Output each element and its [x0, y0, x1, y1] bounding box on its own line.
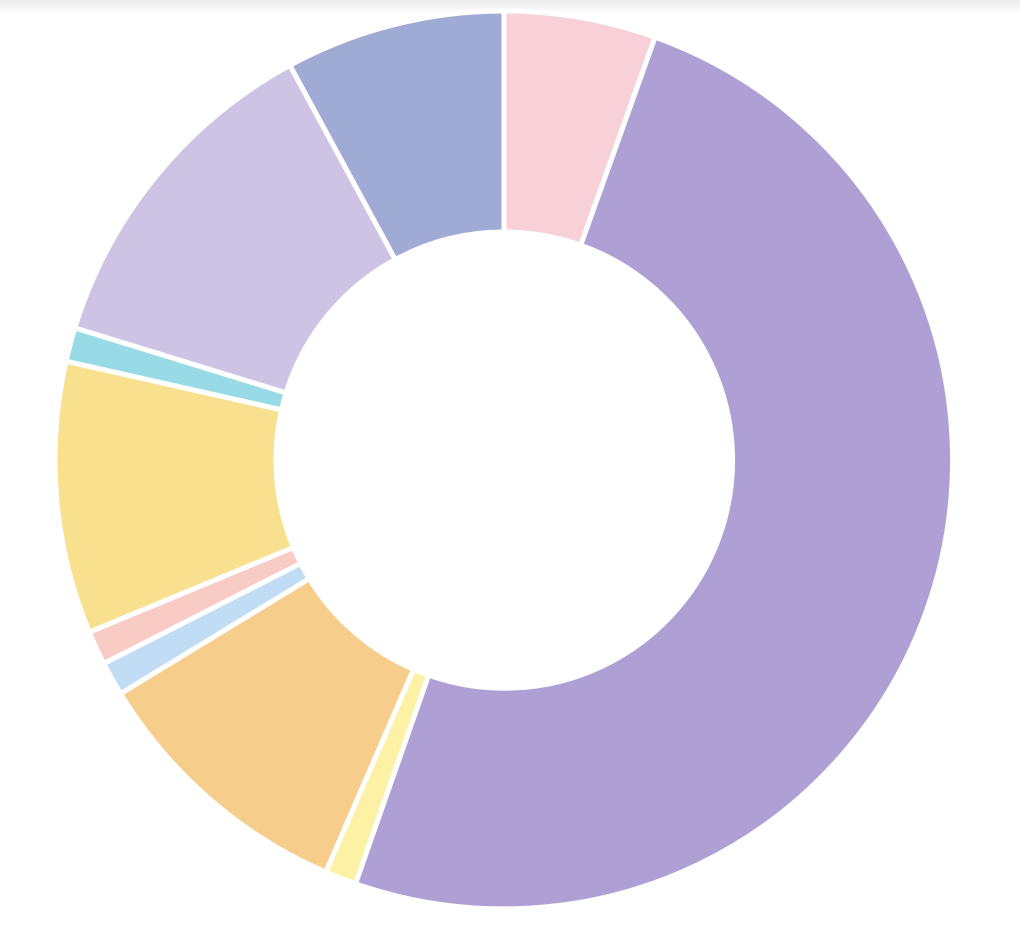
donut-slice-9[interactable]	[71, 61, 399, 397]
donut-slice-2[interactable]	[352, 33, 956, 912]
top-shadow	[0, 0, 1020, 14]
donut-slice-10[interactable]	[286, 8, 507, 263]
